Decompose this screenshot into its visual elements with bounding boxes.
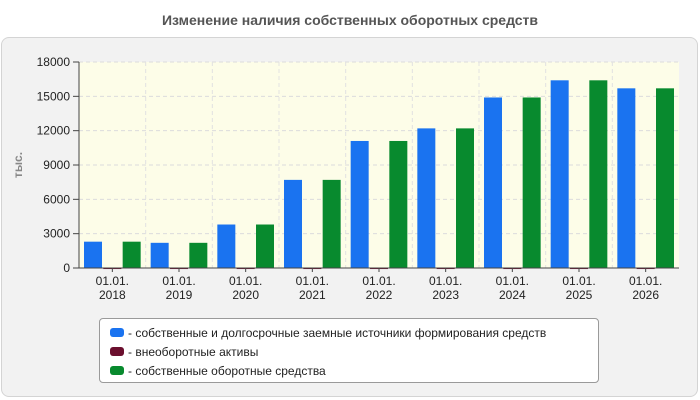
x-tick-label: 2020 <box>232 288 259 302</box>
legend-label: - внеоборотные активы <box>128 344 259 359</box>
legend-item: - собственные оборотные средства <box>110 361 588 380</box>
legend-swatch <box>110 328 124 337</box>
x-tick-label: 01.01. <box>162 274 195 288</box>
x-tick-label: 01.01. <box>562 274 595 288</box>
x-tick-label: 2021 <box>299 288 326 302</box>
legend-item: - собственные и долгосрочные заемные ист… <box>110 323 588 342</box>
bar <box>656 88 674 268</box>
y-tick-label: 6000 <box>43 192 70 206</box>
legend-swatch <box>110 366 124 375</box>
y-tick-label: 3000 <box>43 227 70 241</box>
bar <box>484 97 502 268</box>
bar <box>122 241 141 268</box>
bar <box>417 128 436 268</box>
x-tick-label: 2026 <box>632 288 659 302</box>
bar <box>550 80 569 268</box>
chart-legend: - собственные и долгосрочные заемные ист… <box>99 318 599 383</box>
x-tick-label: 01.01. <box>96 274 129 288</box>
legend-item: - внеоборотные активы <box>110 342 588 361</box>
x-tick-label: 01.01. <box>629 274 662 288</box>
chart-title: Изменение наличия собственных оборотных … <box>161 12 539 28</box>
bar <box>217 224 236 268</box>
bar <box>389 140 408 268</box>
x-tick-label: 01.01. <box>429 274 462 288</box>
y-tick-label: 15000 <box>37 89 71 103</box>
bar <box>456 128 474 268</box>
bar <box>522 97 541 268</box>
x-tick-label: 01.01. <box>229 274 262 288</box>
x-tick-label: 2022 <box>366 288 393 302</box>
x-tick-label: 2024 <box>499 288 526 302</box>
y-tick-label: 0 <box>63 261 70 275</box>
x-tick-label: 01.01. <box>296 274 329 288</box>
bar <box>189 242 208 268</box>
plot-area <box>79 62 679 268</box>
x-tick-label: 2025 <box>566 288 593 302</box>
legend-swatch <box>110 347 124 356</box>
bar <box>284 179 302 268</box>
x-tick-label: 01.01. <box>362 274 395 288</box>
x-tick-label: 2019 <box>166 288 193 302</box>
x-tick-label: 2023 <box>432 288 459 302</box>
bar <box>617 88 636 268</box>
bar <box>322 179 341 268</box>
y-tick-label: 12000 <box>37 124 71 138</box>
bar <box>150 242 169 268</box>
bar <box>350 140 369 268</box>
y-axis-label: тыс. <box>11 152 25 178</box>
y-tick-label: 9000 <box>43 158 70 172</box>
x-tick-label: 2018 <box>99 288 126 302</box>
legend-label: - собственные и долгосрочные заемные ист… <box>128 325 547 340</box>
y-tick-label: 18000 <box>37 55 71 69</box>
legend-label: - собственные оборотные средства <box>128 363 326 378</box>
bar <box>589 80 608 268</box>
x-tick-label: 01.01. <box>496 274 529 288</box>
bar <box>84 241 102 268</box>
bar <box>256 224 274 268</box>
